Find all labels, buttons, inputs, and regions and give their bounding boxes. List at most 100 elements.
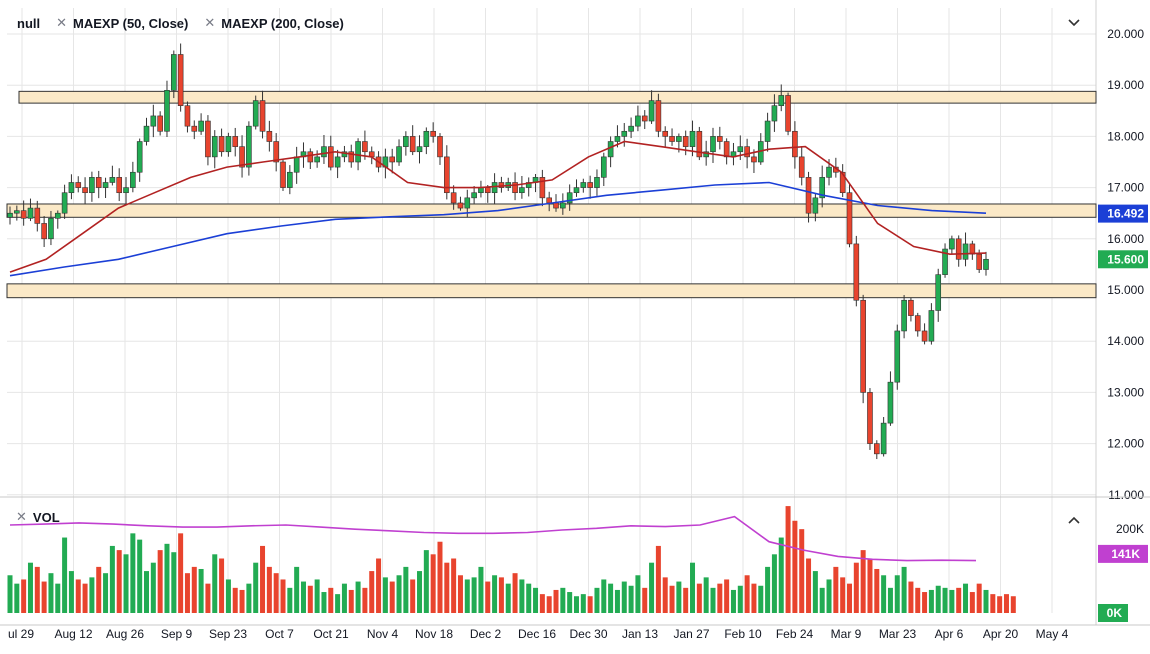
candle-body [171,54,177,91]
volume-bar [457,575,463,613]
candle-body [880,422,887,455]
price-zone [6,283,1097,299]
volume-bar [628,585,634,613]
candle-body [218,136,225,153]
candle-body [846,192,853,245]
ma200-price-badge [1098,204,1148,223]
candle-body [853,243,860,301]
volume-bar [219,558,225,613]
volume-bar [833,566,839,613]
candle-body [464,197,471,209]
volume-bar [580,594,586,613]
volume-bar [471,577,477,613]
volume-bar [376,558,382,613]
volume-bar [505,583,511,613]
volume-bar [990,594,996,613]
volume-bar [335,594,341,613]
volume-bar [737,585,743,613]
candle-body [921,330,928,342]
volume-bar [137,539,143,613]
volume-bar [608,583,614,613]
candle-body [484,187,491,194]
candle-body [894,330,901,383]
candle-body [662,130,669,137]
volume-bar [730,589,736,613]
volume-bar [853,562,859,613]
close-icon[interactable]: ✕ [204,15,216,30]
volume-bar [573,596,579,613]
price-axis-label: 12.000 [1107,437,1144,451]
volume-bar [1010,596,1016,613]
candle-body [252,100,259,127]
candle-body [123,187,129,194]
candle-body [20,210,27,219]
volume-bar [123,554,129,613]
candle-body [321,146,327,158]
volume-bar [239,589,245,613]
volume-bar [403,566,409,613]
candle-body [423,130,430,147]
volume-bar [280,579,286,613]
candle-body [860,299,866,393]
volume-bar [328,587,334,613]
candle-body [75,182,82,188]
chevron-up-icon[interactable] [1065,511,1083,529]
volume-bar [205,583,211,613]
volume-bar [287,587,293,613]
volume-bar [198,568,204,613]
close-icon[interactable]: ✕ [56,15,68,30]
volume-bar [642,587,648,613]
candle-body [717,136,723,142]
volume-bar [908,581,914,613]
candle-body [403,136,409,147]
candle-body [573,187,580,194]
candle-body [239,146,245,168]
volume-bar [178,533,184,613]
volume-bar [826,579,832,613]
volume-legend: ✕ VOL [16,509,60,525]
candle-body [873,443,880,455]
time-axis-label: Mar 23 [879,627,917,641]
candle-body [539,177,546,199]
volume-bar [485,581,491,613]
volume-bar [444,562,450,613]
volume-bar [417,571,423,613]
candle-body [614,136,621,142]
legend-symbol-label: null [17,15,41,31]
volume-zero-badge-text: 0K [1107,606,1123,620]
volume-bar [41,581,47,613]
volume-bar [812,571,818,613]
candle-body [191,125,198,132]
volume-bar [819,587,825,613]
time-axis-label: Feb 24 [776,627,814,641]
volume-bar [901,566,907,613]
volume-bar [307,585,313,613]
close-icon[interactable]: ✕ [16,509,27,524]
time-axis-label: Jan 13 [622,627,658,641]
chart-legend: null ✕ MAEXP (50, Close) ✕ MAEXP (200, C… [0,14,360,32]
price-axis-label: 18.000 [1107,129,1144,143]
ma200-line [9,181,987,277]
volume-bar [512,573,518,613]
time-axis-label: Jan 27 [673,627,709,641]
volume-bar [212,554,218,613]
candle-body [546,197,552,204]
last-price-badge [1098,250,1148,269]
candle-body [48,218,54,240]
candle-body [641,115,648,122]
volume-bar [785,506,791,613]
volume-bar [894,575,900,613]
candle-body [914,315,921,332]
legend-ma200: ✕ MAEXP (200, Close) [204,15,344,31]
candle-body [95,177,102,188]
candle-body [696,130,703,158]
candle-body [901,299,907,332]
chevron-down-icon[interactable] [1065,14,1083,32]
time-axis-label: May 4 [1036,627,1069,641]
volume-bar [519,579,525,613]
time-axis-label: Aug 26 [106,627,144,641]
price-axis-label: 17.000 [1107,181,1144,195]
volume-bar [260,545,266,613]
candle-body [976,253,982,270]
